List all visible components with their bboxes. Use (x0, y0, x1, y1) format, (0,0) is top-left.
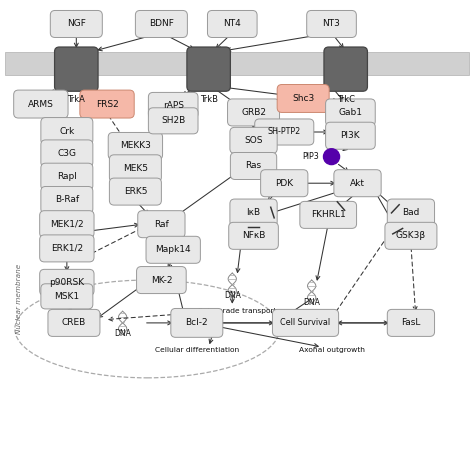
FancyBboxPatch shape (277, 85, 329, 113)
FancyBboxPatch shape (208, 10, 257, 37)
Text: MK-2: MK-2 (151, 276, 172, 284)
Text: SOS: SOS (244, 136, 263, 145)
Text: MEK5: MEK5 (123, 164, 148, 173)
Text: Ras: Ras (246, 162, 262, 170)
Text: ERK1/2: ERK1/2 (51, 244, 83, 253)
Text: Rapl: Rapl (57, 172, 77, 181)
FancyBboxPatch shape (146, 236, 201, 263)
Text: FasL: FasL (401, 318, 420, 327)
FancyBboxPatch shape (40, 269, 94, 296)
Text: Axonal outgrowth: Axonal outgrowth (299, 347, 365, 353)
FancyBboxPatch shape (48, 310, 100, 336)
Text: SH-PTP2: SH-PTP2 (268, 127, 301, 136)
FancyBboxPatch shape (55, 47, 98, 91)
Text: Gab1: Gab1 (338, 108, 363, 117)
FancyBboxPatch shape (40, 211, 94, 238)
FancyBboxPatch shape (41, 186, 93, 213)
Text: Bcl-2: Bcl-2 (185, 318, 208, 327)
FancyBboxPatch shape (387, 310, 435, 336)
FancyBboxPatch shape (334, 170, 381, 197)
FancyBboxPatch shape (136, 10, 187, 37)
Text: Akt: Akt (350, 179, 365, 188)
Text: PDK: PDK (275, 179, 293, 188)
Text: CREB: CREB (62, 318, 86, 327)
FancyBboxPatch shape (273, 310, 338, 336)
FancyBboxPatch shape (187, 47, 230, 91)
FancyBboxPatch shape (108, 133, 163, 159)
Text: C3G: C3G (57, 149, 76, 158)
Text: PI3K: PI3K (341, 131, 360, 140)
Text: NT4: NT4 (223, 20, 241, 28)
Text: Bad: Bad (402, 208, 419, 217)
FancyBboxPatch shape (50, 10, 102, 37)
FancyBboxPatch shape (41, 163, 93, 190)
FancyBboxPatch shape (230, 153, 277, 179)
FancyBboxPatch shape (171, 309, 223, 337)
Text: DNA: DNA (224, 291, 241, 300)
FancyBboxPatch shape (14, 90, 68, 118)
Text: BDNF: BDNF (149, 20, 174, 28)
FancyBboxPatch shape (385, 222, 437, 249)
Text: Nuclear membrane: Nuclear membrane (16, 263, 22, 334)
Text: GRB2: GRB2 (241, 108, 266, 117)
Text: Cell Survival: Cell Survival (281, 318, 330, 327)
Text: FKHRL1: FKHRL1 (311, 210, 346, 219)
Text: TrkC: TrkC (337, 95, 355, 104)
Text: DNA: DNA (114, 329, 131, 338)
Text: Crk: Crk (59, 127, 74, 135)
FancyBboxPatch shape (228, 99, 280, 126)
Text: NT3: NT3 (323, 20, 340, 28)
FancyBboxPatch shape (387, 199, 435, 226)
FancyBboxPatch shape (41, 118, 93, 145)
Text: TrkB: TrkB (200, 95, 218, 104)
FancyBboxPatch shape (326, 99, 375, 126)
FancyBboxPatch shape (137, 267, 186, 294)
FancyBboxPatch shape (41, 284, 93, 309)
Text: NFκB: NFκB (242, 231, 265, 241)
FancyBboxPatch shape (109, 155, 161, 182)
FancyBboxPatch shape (307, 10, 356, 37)
Text: Mapk14: Mapk14 (155, 245, 191, 255)
Text: p90RSK: p90RSK (49, 278, 84, 287)
FancyBboxPatch shape (148, 108, 198, 134)
Text: PIP3: PIP3 (302, 152, 319, 161)
Text: TrkA: TrkA (67, 95, 85, 104)
Text: GSK3β: GSK3β (396, 231, 426, 241)
Text: FRS2: FRS2 (96, 99, 118, 108)
FancyBboxPatch shape (148, 92, 198, 119)
Text: Shc3: Shc3 (292, 94, 314, 103)
FancyBboxPatch shape (229, 222, 278, 249)
Text: DNA: DNA (303, 298, 320, 307)
FancyBboxPatch shape (80, 90, 134, 118)
Text: MSK1: MSK1 (55, 292, 80, 301)
FancyBboxPatch shape (40, 235, 94, 262)
FancyBboxPatch shape (5, 52, 469, 75)
Text: Retrograde transport: Retrograde transport (198, 308, 276, 314)
Text: MEKK3: MEKK3 (120, 142, 151, 150)
FancyBboxPatch shape (138, 211, 185, 238)
Text: MEK1/2: MEK1/2 (50, 219, 84, 229)
Text: Cellular differentiation: Cellular differentiation (155, 347, 239, 353)
Text: SH2B: SH2B (161, 116, 185, 125)
FancyBboxPatch shape (230, 127, 277, 154)
FancyBboxPatch shape (41, 140, 93, 167)
FancyBboxPatch shape (326, 122, 375, 149)
Text: rAPS: rAPS (163, 101, 184, 110)
Text: IκB: IκB (246, 208, 261, 217)
Text: ERK5: ERK5 (124, 187, 147, 196)
FancyBboxPatch shape (300, 201, 356, 228)
Text: B-Raf: B-Raf (55, 196, 79, 205)
Text: ARMS: ARMS (28, 99, 54, 108)
FancyBboxPatch shape (255, 119, 314, 145)
Circle shape (323, 149, 339, 164)
FancyBboxPatch shape (324, 47, 367, 91)
Text: Raf: Raf (154, 219, 169, 229)
FancyBboxPatch shape (109, 178, 161, 205)
FancyBboxPatch shape (261, 170, 308, 197)
FancyBboxPatch shape (230, 199, 277, 226)
Text: NGF: NGF (67, 20, 86, 28)
